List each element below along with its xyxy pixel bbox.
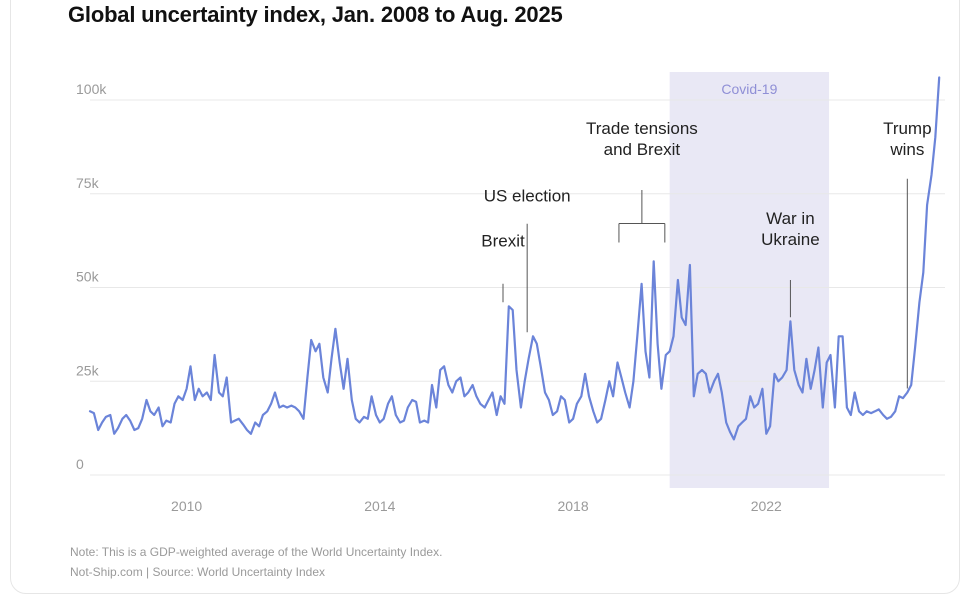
y-tick-label: 75k [76, 175, 100, 191]
y-tick-label: 100k [76, 81, 107, 97]
y-tick-label: 50k [76, 269, 100, 285]
annotation: Trump wins [883, 119, 932, 389]
series-line [88, 76, 941, 441]
annotation-label: Brexit [481, 231, 525, 250]
annotation-label-line: Brexit [481, 231, 525, 250]
annotation: Trade tensions and Brexit [586, 119, 698, 243]
annotation-label-line: Ukraine [761, 230, 820, 249]
annotation-label-line: wins [889, 140, 924, 159]
annotation-label-line: Trump [883, 119, 932, 138]
annotation-label-line: and Brexit [604, 140, 681, 159]
y-tick-label: 0 [76, 456, 84, 472]
annotation-label: Trump wins [883, 119, 932, 159]
annotation: US election [484, 186, 571, 333]
chart-note: Note: This is a GDP-weighted average of … [70, 545, 443, 559]
covid-shaded-region [669, 72, 830, 488]
annotation: War in Ukraine [761, 209, 820, 318]
y-tick-label: 25k [76, 362, 100, 378]
x-tick-label: 2018 [557, 498, 588, 514]
covid-label: Covid-19 [721, 81, 777, 97]
x-tick-label: 2014 [364, 498, 395, 514]
annotation-label-line: War in [766, 209, 815, 228]
annotation-label-line: US election [484, 186, 571, 205]
annotation-label-line: Trade tensions [586, 119, 698, 138]
chart-title: Global uncertainty index, Jan. 2008 to A… [68, 2, 563, 27]
x-tick-label: 2010 [171, 498, 202, 514]
annotation-label: War in Ukraine [761, 209, 820, 249]
x-tick-label: 2022 [751, 498, 782, 514]
annotation-label: US election [484, 186, 571, 205]
chart-source: Not-Ship.com | Source: World Uncertainty… [70, 565, 325, 579]
annotation: Brexit [481, 231, 525, 303]
annotation-label: Trade tensions and Brexit [586, 119, 698, 159]
